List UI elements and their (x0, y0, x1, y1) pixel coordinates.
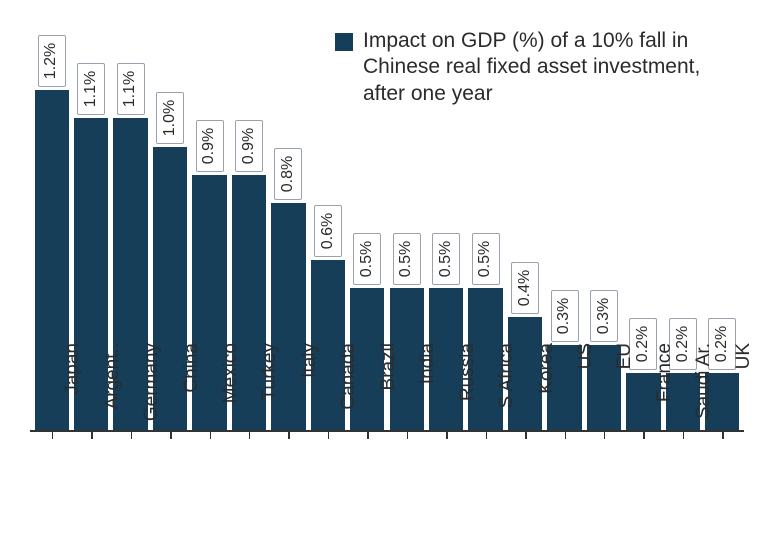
x-axis-tick (722, 432, 724, 439)
x-axis-label: EU (614, 343, 636, 443)
x-axis-label: Italy (299, 343, 321, 443)
value-label: 1.2% (44, 43, 60, 79)
chart-container: Impact on GDP (%) of a 10% fall in Chine… (0, 0, 771, 540)
x-axis-label: Saudi Ar. (693, 343, 715, 443)
value-label-box: 0.3% (590, 290, 618, 342)
value-label-box: 1.0% (156, 92, 184, 144)
value-label: 0.6% (320, 213, 336, 249)
value-label-box: 0.8% (274, 148, 302, 200)
value-label: 0.5% (438, 241, 454, 277)
value-label-box: 0.3% (551, 290, 579, 342)
x-axis-tick (288, 432, 290, 439)
x-axis-tick (170, 432, 172, 439)
x-axis-tick (367, 432, 369, 439)
value-label-box: 1.1% (117, 63, 145, 115)
x-axis-labels: JapanArgent..GermanyChinaMexicoTurkeyIta… (32, 432, 742, 532)
value-label: 0.3% (596, 298, 612, 334)
x-axis-tick (446, 432, 448, 439)
x-axis-tick (683, 432, 685, 439)
x-axis-tick (643, 432, 645, 439)
value-label: 0.5% (399, 241, 415, 277)
x-axis-label: Argent.. (102, 343, 124, 443)
value-label: 0.8% (280, 156, 296, 192)
value-label-box: 0.5% (353, 233, 381, 285)
value-label: 1.1% (123, 71, 139, 107)
value-label-box: 0.5% (472, 233, 500, 285)
x-axis-label: S Africa (496, 343, 518, 443)
x-axis-label: Germany (141, 343, 163, 443)
value-label-box: 0.4% (511, 262, 539, 314)
x-axis-tick (486, 432, 488, 439)
x-axis-label: Japan (62, 343, 84, 443)
x-axis-tick (131, 432, 133, 439)
x-axis-label: Korea (536, 343, 558, 443)
x-axis-label: Russia (457, 343, 479, 443)
value-label-box: 1.2% (38, 35, 66, 87)
x-axis-tick (52, 432, 54, 439)
x-axis-tick (91, 432, 93, 439)
x-axis-tick (249, 432, 251, 439)
value-label-box: 0.9% (196, 120, 224, 172)
x-axis-tick (604, 432, 606, 439)
x-axis-tick (328, 432, 330, 439)
value-label: 0.9% (241, 128, 257, 164)
x-axis-label: Canada (338, 343, 360, 443)
x-axis-tick (210, 432, 212, 439)
x-axis-label: France (654, 343, 676, 443)
value-label: 0.5% (478, 241, 494, 277)
value-label: 0.4% (517, 269, 533, 305)
x-axis-label: India (417, 343, 439, 443)
x-axis-label: China (181, 343, 203, 443)
x-axis-label: Turkey (259, 343, 281, 443)
x-axis-tick (565, 432, 567, 439)
x-axis-label: Brazil (378, 343, 400, 443)
value-label-box: 0.9% (235, 120, 263, 172)
value-label: 0.3% (557, 298, 573, 334)
value-label-box: 1.1% (77, 63, 105, 115)
value-label: 1.0% (162, 99, 178, 135)
value-label: 0.9% (202, 128, 218, 164)
x-axis-label: US (575, 343, 597, 443)
value-label: 0.2% (675, 326, 691, 362)
x-axis-label: Mexico (220, 343, 242, 443)
x-axis-tick (407, 432, 409, 439)
value-label: 0.5% (359, 241, 375, 277)
value-label-box: 0.6% (314, 205, 342, 257)
x-axis-label: UK (733, 343, 755, 443)
value-label: 1.1% (83, 71, 99, 107)
value-label: 0.2% (714, 326, 730, 362)
value-label: 0.2% (635, 326, 651, 362)
x-axis-tick (525, 432, 527, 439)
value-label-box: 0.5% (432, 233, 460, 285)
value-label-box: 0.5% (393, 233, 421, 285)
